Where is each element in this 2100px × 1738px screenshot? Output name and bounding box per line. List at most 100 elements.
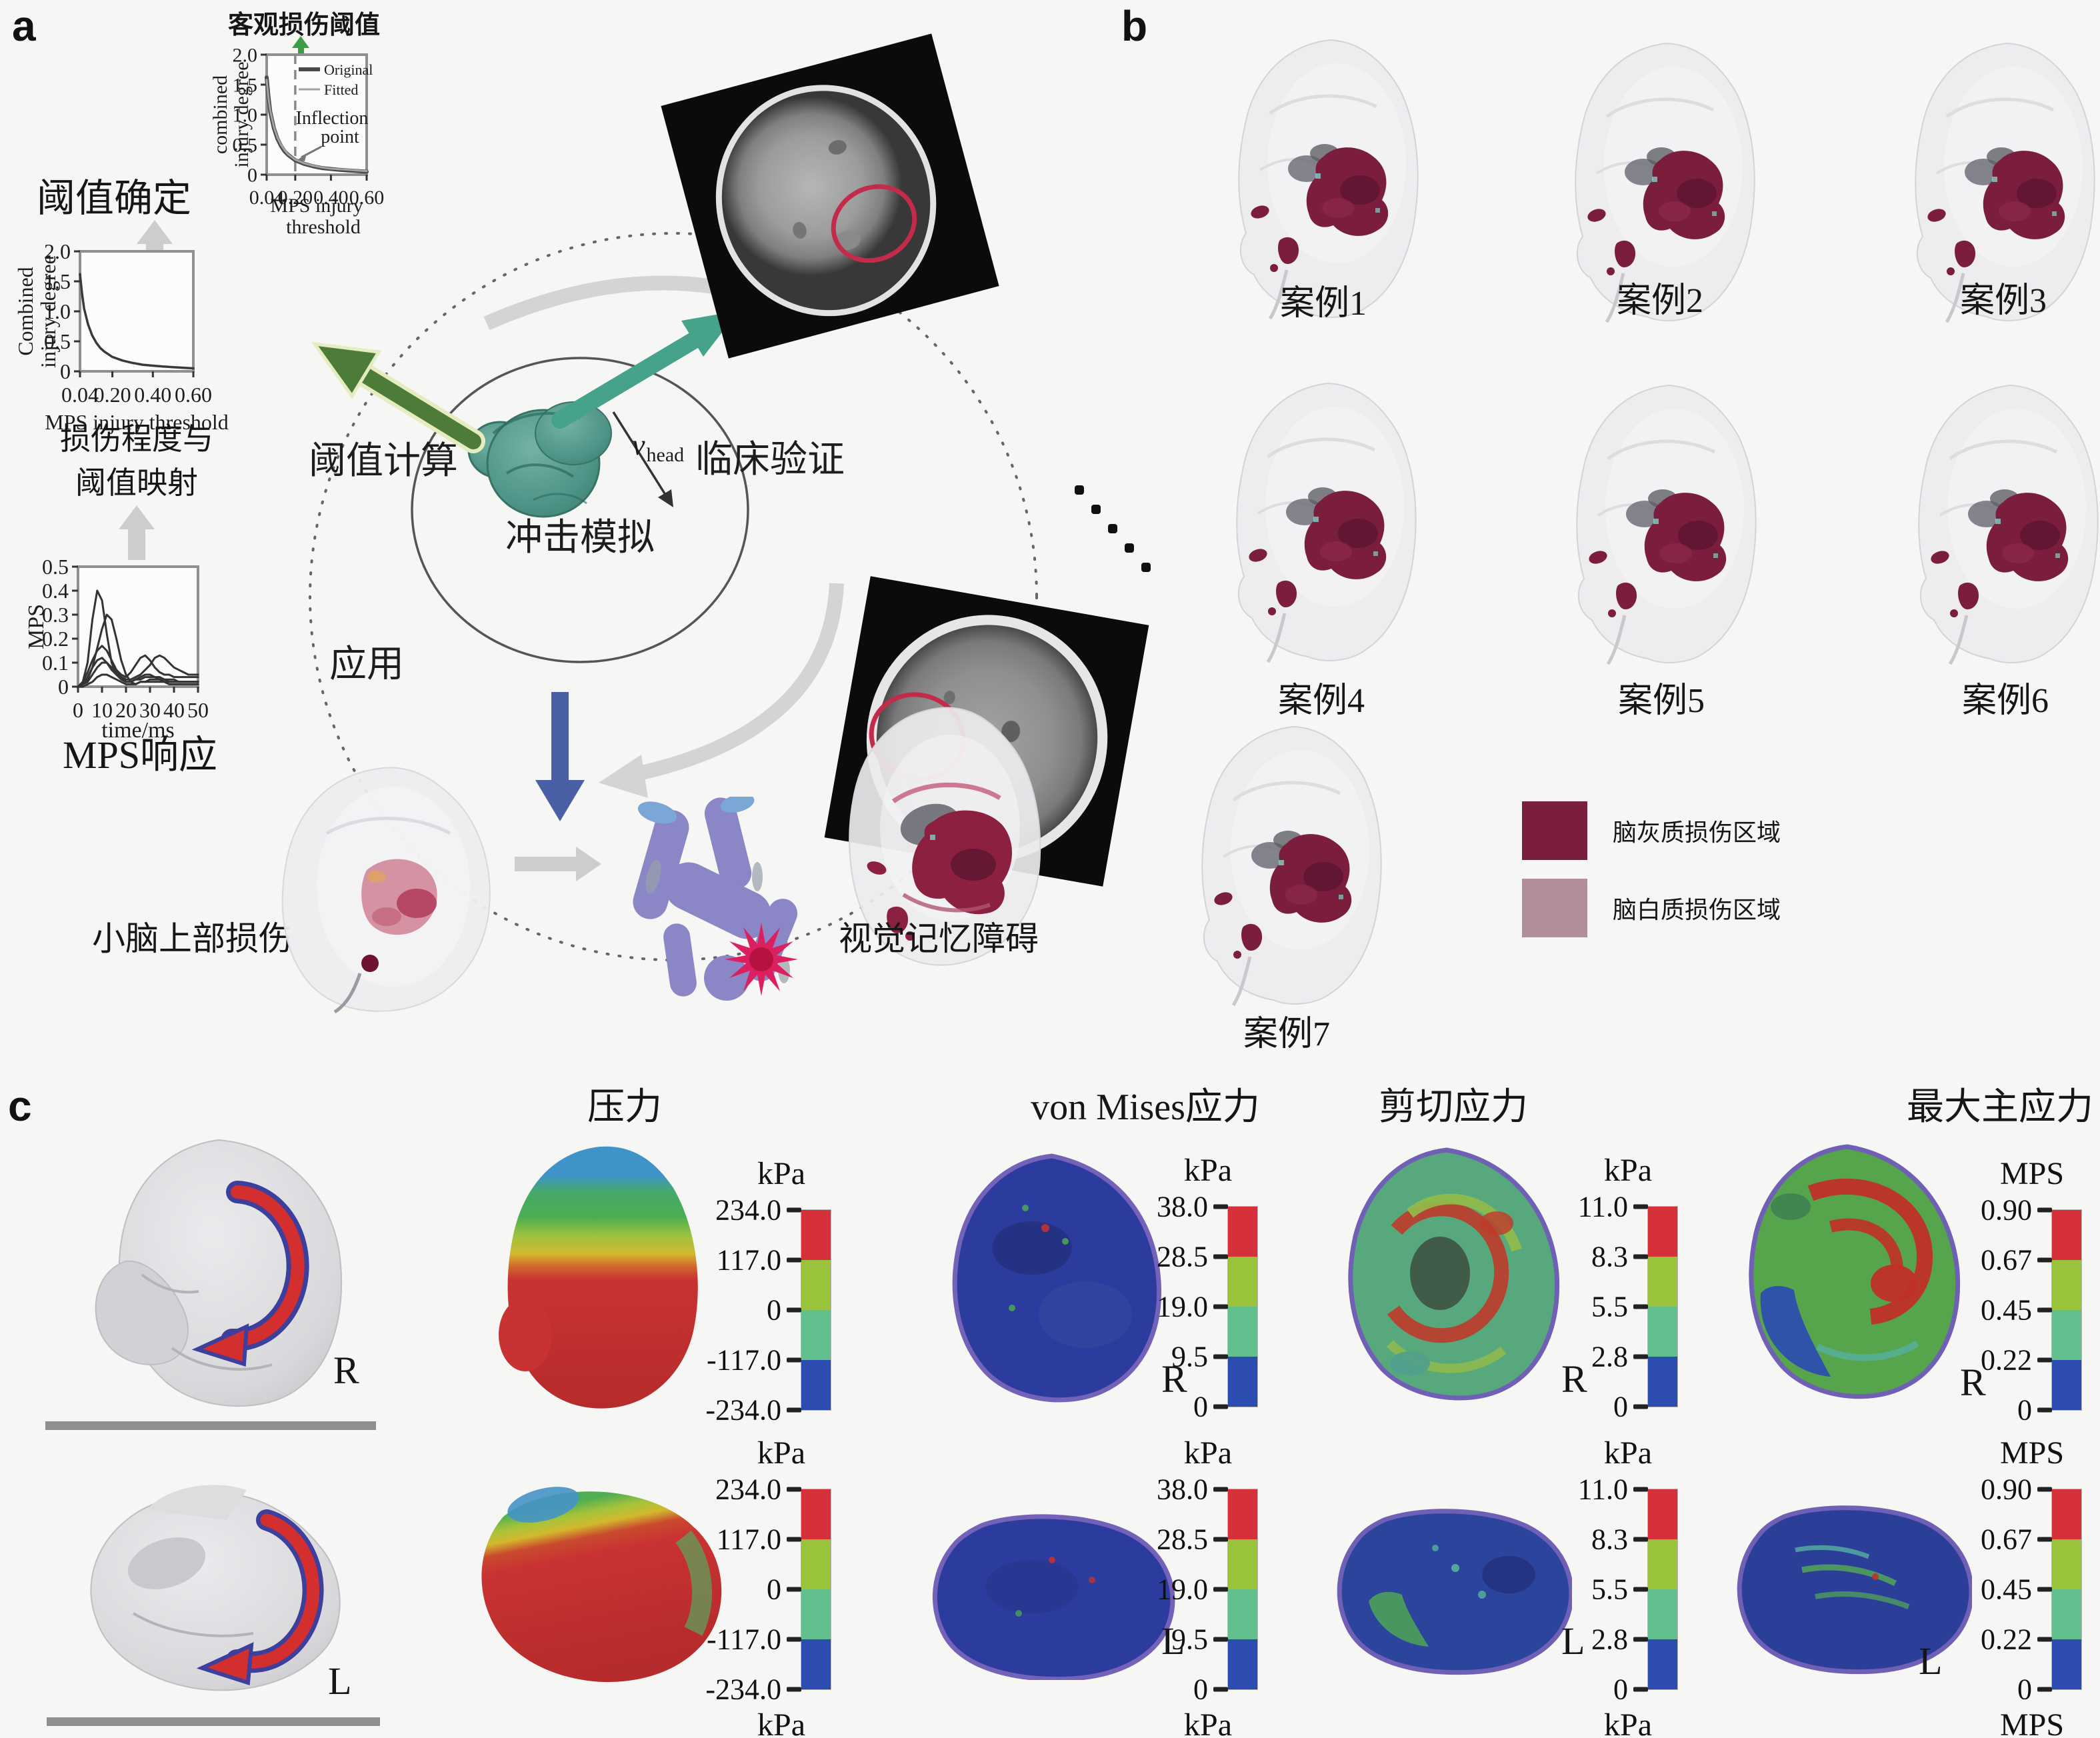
- v-subscript: head: [647, 444, 685, 466]
- case-label-2: 案例2: [1616, 282, 1704, 320]
- colorbar-tick: 234.0: [715, 1193, 801, 1227]
- chart-element: [77, 673, 199, 688]
- threshold-calculation-label: 阈值计算: [309, 441, 458, 482]
- case-label-3: 案例3: [1959, 282, 2047, 320]
- colorbar-segment: [801, 1489, 831, 1539]
- case-label-4: 案例4: [1277, 682, 1365, 720]
- von-mises-brain-l: [932, 1514, 1175, 1680]
- colorbar-tick: -234.0: [705, 1393, 801, 1427]
- colorbar-segment: [2052, 1539, 2081, 1589]
- l-label-mps: L: [1919, 1639, 1943, 1683]
- r-label-mps: R: [1960, 1361, 1986, 1404]
- v-symbol: v: [632, 429, 645, 461]
- colorbar-scale: [1228, 1489, 1257, 1689]
- colorbar-tick: 38.0: [1157, 1473, 1228, 1507]
- case-brain-5: [1561, 379, 1761, 665]
- colorbar-segment: [1228, 1257, 1257, 1307]
- objective-threshold-title: 客观损伤阈值: [228, 11, 381, 39]
- threshold-determination-label: 阈值确定: [37, 177, 192, 220]
- chart-element: 0.20: [278, 187, 313, 209]
- chart-element: 0: [60, 359, 71, 383]
- panel-letter-c: c: [8, 1082, 32, 1130]
- case-brain-6: [1903, 379, 2100, 665]
- colorbar-tick: 0: [1613, 1673, 1648, 1707]
- colorbar-shear-r: kPa 11.0 8.3 5.5 2.8 0: [1561, 1152, 1695, 1423]
- colorbar-tick: 0: [767, 1573, 801, 1607]
- up-arrow-icon: [119, 505, 155, 560]
- chart-element: 50: [187, 698, 209, 722]
- colorbar-segment: [801, 1639, 831, 1689]
- right-arrow-icon: [515, 847, 601, 881]
- chart-element: [77, 645, 199, 688]
- case-label-7: 案例7: [1243, 1015, 1331, 1053]
- colorbar-segment: [1228, 1539, 1257, 1589]
- gray-matter-label: 脑灰质损伤区域: [1613, 819, 1781, 846]
- colorbar-tick: -234.0: [705, 1673, 801, 1707]
- colorbar-segment: [801, 1589, 831, 1639]
- colorbar-tick: 8.3: [1591, 1523, 1648, 1557]
- colorbar-tick: 0.67: [1981, 1523, 2052, 1557]
- impact-starburst-icon: [725, 923, 798, 996]
- inset-xlabel-2: threshold: [286, 216, 361, 238]
- head-model-left: [90, 1485, 341, 1691]
- colorbar-segment: [1648, 1489, 1677, 1539]
- colorbar-segment: [801, 1260, 831, 1310]
- white-matter-swatch: [1522, 879, 1587, 937]
- mps-brain-r: [1749, 1144, 1961, 1399]
- colorbar-scale: [2052, 1210, 2081, 1410]
- shear-brain-l: [1337, 1509, 1572, 1675]
- chart-element: 30: [139, 698, 161, 722]
- von-mises-brain-r: [952, 1153, 1162, 1403]
- legend-original: Original: [324, 61, 373, 78]
- case-brain-7: [1187, 720, 1387, 1007]
- chart-element: 0.60: [349, 187, 385, 209]
- impact-simulation-label: 冲击模拟: [505, 517, 655, 559]
- colorbar-segment: [2052, 1210, 2081, 1260]
- mapping-ylabel-2: injury degree: [36, 255, 60, 368]
- colorbar-tick: 0: [767, 1293, 801, 1327]
- chart-element: 0.60: [175, 383, 212, 407]
- colorbar-tick: 0.22: [1981, 1343, 2052, 1377]
- colorbar-unit: MPS: [1999, 1435, 2065, 1471]
- threshold-calc-arrow-icon: [352, 364, 481, 449]
- colorbar-tick: 19.0: [1157, 1573, 1228, 1607]
- chart-element: 0.5: [44, 329, 71, 353]
- colorbar-tick: 0: [2017, 1393, 2052, 1427]
- colorbar-tick: -117.0: [707, 1623, 801, 1657]
- colorbar-tick: 38.0: [1157, 1190, 1228, 1224]
- chart-element: 0.4: [42, 579, 69, 603]
- cerebellum-injury-label: 小脑上部损伤: [92, 920, 292, 957]
- v-head-arrow-icon: [612, 411, 668, 497]
- mps-caption: MPS响应: [62, 733, 218, 777]
- mapping-ylabel-1: Combined: [13, 267, 37, 355]
- cerebellum-injury-brain: [281, 767, 491, 1014]
- chart-element: 0.04: [249, 187, 285, 209]
- ct-brain-section: [690, 60, 962, 341]
- l-label-shear: L: [1561, 1619, 1585, 1663]
- colorbar-segment: [2052, 1360, 2081, 1410]
- colorbar-mps-r: MPS 0.90 0.67 0.45 0.22 0: [1965, 1155, 2099, 1427]
- chart-element: 0.3: [42, 603, 69, 627]
- panel-b-legend: 脑灰质损伤区域 脑白质损伤区域: [1522, 801, 1781, 956]
- shear-brain-r: [1348, 1147, 1560, 1401]
- colorbar-tick: 0.45: [1981, 1573, 2052, 1607]
- cycle-arrow-bottom-head-icon: [599, 755, 648, 798]
- inset-ylabel-2: injury degree: [231, 61, 253, 167]
- left-side-label: L: [328, 1659, 352, 1703]
- colorbar-scale: [801, 1489, 831, 1689]
- v-head-label: vhead: [632, 429, 684, 466]
- ellipsis-dot: [1141, 563, 1151, 572]
- legend-row-gray-matter: 脑灰质损伤区域: [1522, 801, 1781, 860]
- colorbar-unit: kPa: [1184, 1153, 1232, 1188]
- colorbar-tick: 11.0: [1578, 1190, 1648, 1224]
- case-label-5: 案例5: [1617, 682, 1705, 720]
- gray-matter-swatch: [1522, 801, 1587, 860]
- chart-element: 0.40: [134, 383, 171, 407]
- panel-letter-b: b: [1121, 2, 1148, 50]
- colorbar-scale: [1228, 1207, 1257, 1407]
- colorbar-scale: [2052, 1489, 2081, 1689]
- colorbar-segment: [1648, 1207, 1677, 1257]
- head-model-right: [95, 1139, 342, 1407]
- colorbar-segment: [1648, 1539, 1677, 1589]
- chart-element: 0: [73, 698, 83, 722]
